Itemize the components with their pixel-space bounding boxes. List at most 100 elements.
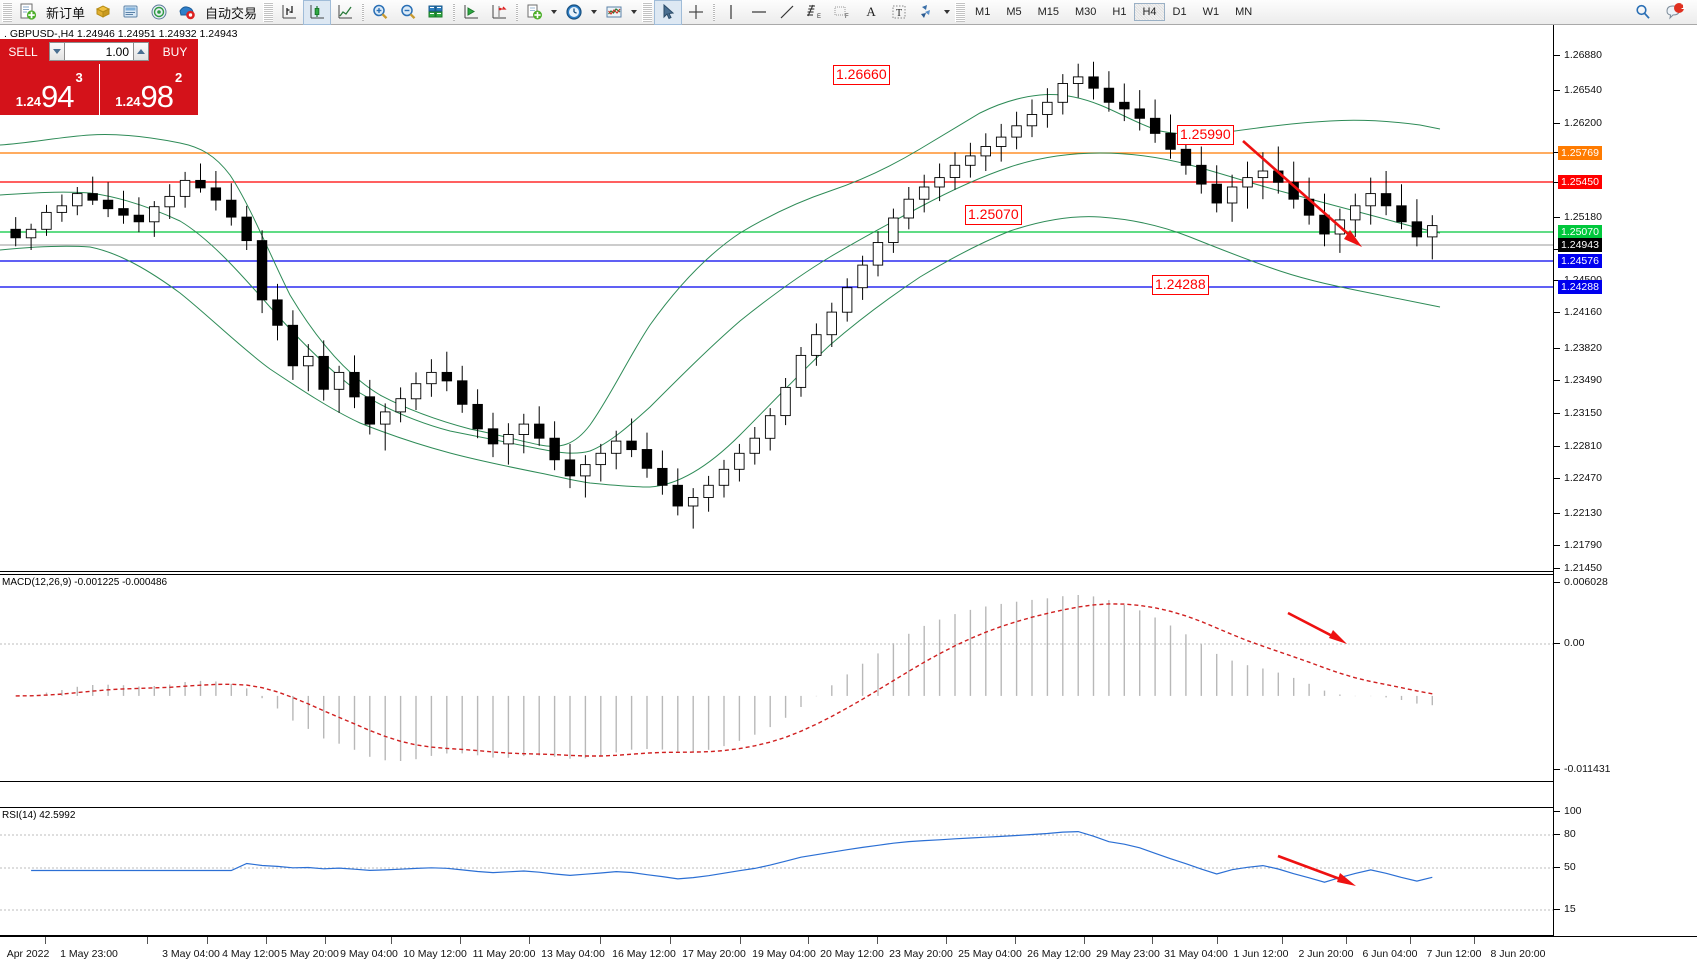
annotation-125070[interactable]: 1.25070 <box>965 205 1022 225</box>
block-icon[interactable] <box>89 0 117 25</box>
annotation-high-126660[interactable]: 1.26660 <box>833 65 890 85</box>
volume-decrease-button[interactable] <box>49 42 65 61</box>
candlestick-series <box>10 61 1438 529</box>
time-axis[interactable]: Apr 2022 1 May 23:00 3 May 04:00 4 May 12:0… <box>0 936 1697 968</box>
auto-scroll-icon[interactable] <box>457 0 485 25</box>
price-badge-blue-level-1[interactable]: 1.24576 <box>1558 254 1602 268</box>
price-tick-label: 1.22130 <box>1564 507 1602 519</box>
time-tick-label: 6 Jun 04:00 <box>1362 948 1418 960</box>
time-tick <box>1410 937 1411 944</box>
bar-chart-icon[interactable] <box>275 0 303 25</box>
new-order-label[interactable]: 新订单 <box>46 5 86 21</box>
annotation-125990[interactable]: 1.25990 <box>1177 125 1234 145</box>
toolbar-grip-4[interactable] <box>955 2 966 22</box>
timeframe-h1[interactable]: H1 <box>1112 6 1127 18</box>
price-badge-last[interactable]: 1.24943 <box>1558 238 1602 252</box>
shapes-icon[interactable] <box>913 0 941 25</box>
timeframe-d1[interactable]: D1 <box>1172 6 1187 18</box>
toolbar-grip-2[interactable] <box>263 2 274 22</box>
rsi-title: RSI(14) 42.5992 <box>2 810 76 821</box>
time-tick <box>147 937 148 944</box>
crosshair-icon[interactable] <box>682 0 710 25</box>
auto-trading-label[interactable]: 自动交易 <box>205 5 258 21</box>
price-badge-green-level[interactable]: 1.25070 <box>1558 225 1602 239</box>
price-tick-label: 1.22470 <box>1564 472 1602 484</box>
time-tick-label: 19 May 04:00 <box>752 948 816 960</box>
timeframe-m15[interactable]: M15 <box>1037 6 1059 18</box>
zoom-in-icon[interactable] <box>366 0 394 25</box>
cursor-icon[interactable] <box>654 0 683 25</box>
price-tick-label: 1.23490 <box>1564 374 1602 386</box>
bollinger-lower <box>0 216 1441 488</box>
annotation-124288[interactable]: 1.24288 <box>1152 275 1209 295</box>
one-click-trading-panel[interactable]: SELL 1.00 BUY 1.24 94 3 1.24 98 2 <box>0 39 198 115</box>
time-tick-label: 29 May 23:00 <box>1096 948 1160 960</box>
buy-price-display[interactable]: 1.24 98 2 <box>99 64 198 115</box>
buy-price-big: 98 <box>140 79 174 115</box>
time-tick <box>460 937 461 944</box>
timeframe-mn[interactable]: MN <box>1235 6 1253 18</box>
macd-histogram <box>30 595 1434 761</box>
vline-icon[interactable] <box>717 0 745 25</box>
price-tick <box>1554 90 1560 91</box>
chart-area[interactable]: MACD(12,26,9) -0.001225 -0.000486 RSI(14… <box>0 25 1697 968</box>
time-tick-label: 26 May 12:00 <box>1027 948 1091 960</box>
new-order-icon[interactable] <box>14 0 42 25</box>
indicators-dropdown-icon[interactable] <box>631 10 638 14</box>
auto-trading-icon[interactable] <box>173 0 201 25</box>
macd-pane[interactable]: MACD(12,26,9) -0.001225 -0.000486 <box>0 574 1553 782</box>
line-chart-icon[interactable] <box>331 0 359 25</box>
price-axis[interactable]: 1.268801.265401.262001.258601.255301.251… <box>1553 25 1697 943</box>
timeframe-w1[interactable]: W1 <box>1202 6 1220 18</box>
price-badge-blue-level-2[interactable]: 1.24288 <box>1558 280 1602 294</box>
candlestick-chart-icon[interactable] <box>303 0 332 25</box>
terminal-icon[interactable] <box>117 0 145 25</box>
period-icon[interactable] <box>560 0 588 25</box>
sell-price-display[interactable]: 1.24 94 3 <box>0 64 100 115</box>
signals-icon[interactable] <box>145 0 173 25</box>
data-window-icon[interactable] <box>422 0 450 25</box>
chart-shift-icon[interactable] <box>485 0 513 25</box>
price-badge-resistance[interactable]: 1.25769 <box>1558 146 1602 160</box>
price-tick-label: 1.26540 <box>1564 84 1602 96</box>
rsi-pane[interactable]: RSI(14) 42.5992 <box>0 807 1553 936</box>
period-dropdown-icon[interactable] <box>591 10 598 14</box>
time-tick-label: 31 May 04:00 <box>1164 948 1228 960</box>
toolbar-grip[interactable] <box>2 2 12 22</box>
volume-increase-button[interactable] <box>133 42 149 61</box>
equidistant-channel-icon[interactable]: F <box>829 0 857 25</box>
time-tick <box>670 937 671 944</box>
indicator-tick-label: 15 <box>1564 903 1576 915</box>
indicators-icon[interactable] <box>600 0 628 25</box>
timeframe-h4[interactable]: H4 <box>1134 3 1165 21</box>
fibonacci-icon[interactable]: E <box>801 0 829 25</box>
time-tick-label: 2 Jun 20:00 <box>1298 948 1354 960</box>
time-tick-label: 10 May 12:00 <box>403 948 467 960</box>
buy-button[interactable]: BUY <box>152 39 198 64</box>
sell-button[interactable]: SELL <box>0 39 46 64</box>
text-label-icon[interactable]: T <box>885 0 913 25</box>
price-pane[interactable] <box>0 25 1553 572</box>
shapes-dropdown-icon[interactable] <box>944 10 951 14</box>
new-template-icon[interactable] <box>520 0 548 25</box>
trendline-icon[interactable] <box>773 0 801 25</box>
time-tick <box>1152 937 1153 944</box>
time-tick <box>1282 937 1283 944</box>
alerts-icon[interactable]: 1 <box>1661 0 1689 25</box>
volume-control[interactable]: 1.00 <box>46 39 152 64</box>
text-icon[interactable]: A <box>866 4 876 19</box>
volume-input[interactable]: 1.00 <box>65 42 133 61</box>
timeframe-m1[interactable]: M1 <box>975 6 991 18</box>
price-tick <box>1554 348 1560 349</box>
time-tick-label: 3 May 04:00 <box>162 948 220 960</box>
price-badge-red-level[interactable]: 1.25450 <box>1558 175 1602 189</box>
timeframe-m5[interactable]: M5 <box>1006 6 1022 18</box>
time-tick-label: 1 Jun 12:00 <box>1233 948 1289 960</box>
search-icon[interactable] <box>1629 0 1657 25</box>
new-template-dropdown-icon[interactable] <box>551 10 558 14</box>
zoom-out-icon[interactable] <box>394 0 422 25</box>
toolbar-grip-3[interactable] <box>642 2 653 22</box>
hline-icon[interactable] <box>745 0 773 25</box>
indicator-tick-label: 0.00 <box>1564 637 1585 649</box>
timeframe-m30[interactable]: M30 <box>1075 6 1097 18</box>
